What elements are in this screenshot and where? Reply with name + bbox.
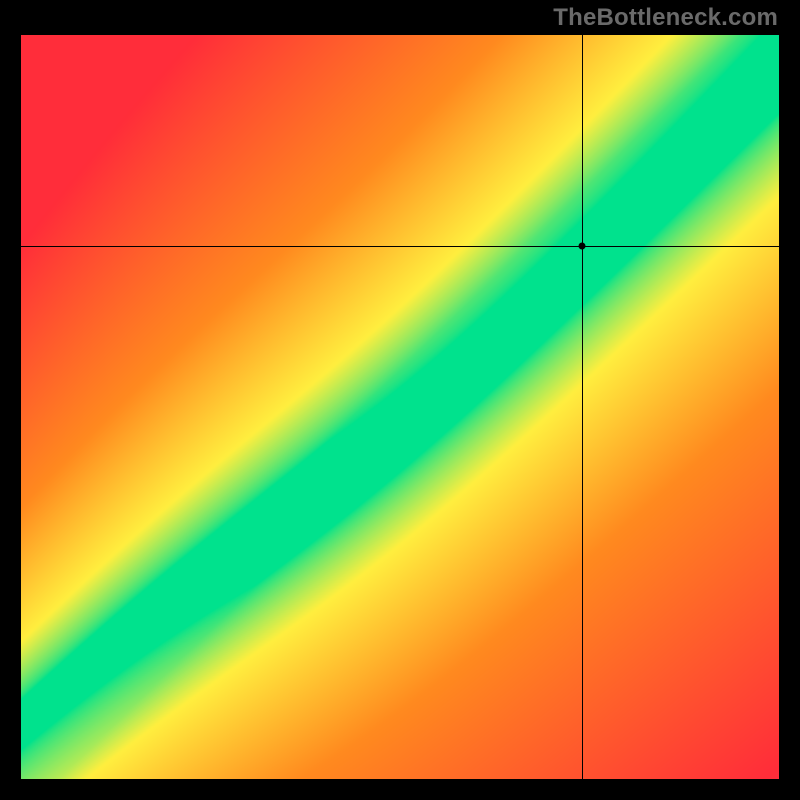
watermark-text: TheBottleneck.com [553,4,778,32]
chart-frame: TheBottleneck.com [0,0,800,800]
target-point [578,243,585,250]
heatmap-canvas [21,35,779,779]
heatmap-plot [21,35,779,779]
